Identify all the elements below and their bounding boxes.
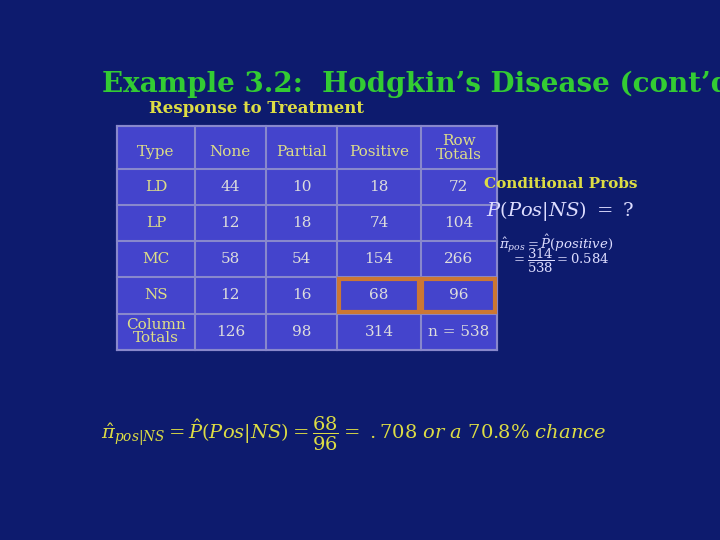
- Text: 16: 16: [292, 288, 311, 302]
- Text: $\hat{\pi}_{pos|NS} = \hat{P}(Pos|NS) = \dfrac{68}{96} = \ .708\ or\ a\ 70.8\%\ : $\hat{\pi}_{pos|NS} = \hat{P}(Pos|NS) = …: [101, 415, 606, 454]
- Text: Column: Column: [126, 319, 186, 333]
- Text: 314: 314: [364, 325, 394, 339]
- Text: Conditional Probs: Conditional Probs: [484, 177, 637, 191]
- Text: 10: 10: [292, 180, 311, 194]
- Text: n = 538: n = 538: [428, 325, 490, 339]
- Text: Type: Type: [137, 145, 175, 159]
- Text: $P(Pos|NS)\ =\ ?$: $P(Pos|NS)\ =\ ?$: [486, 199, 634, 223]
- Text: 126: 126: [216, 325, 245, 339]
- Bar: [423, 279, 495, 312]
- Text: 154: 154: [364, 252, 394, 266]
- Text: 54: 54: [292, 252, 311, 266]
- Text: $\hat{\pi}_{pos} = \hat{P}(positive)$: $\hat{\pi}_{pos} = \hat{P}(positive)$: [500, 232, 613, 254]
- Bar: [339, 279, 419, 312]
- Text: Partial: Partial: [276, 145, 327, 159]
- Text: MC: MC: [143, 252, 169, 266]
- Text: Example 3.2:  Hodgkin’s Disease (cont’d): Example 3.2: Hodgkin’s Disease (cont’d): [102, 70, 720, 98]
- Text: 12: 12: [220, 216, 240, 230]
- Text: Response to Treatment: Response to Treatment: [149, 100, 364, 117]
- Text: 74: 74: [369, 216, 389, 230]
- Text: 266: 266: [444, 252, 474, 266]
- Text: None: None: [210, 145, 251, 159]
- Text: 44: 44: [220, 180, 240, 194]
- Text: $= \dfrac{314}{538} = 0.584$: $= \dfrac{314}{538} = 0.584$: [511, 247, 610, 275]
- Text: Totals: Totals: [436, 147, 482, 161]
- Text: 18: 18: [369, 180, 389, 194]
- Text: 12: 12: [220, 288, 240, 302]
- Text: 68: 68: [369, 288, 389, 302]
- Text: 72: 72: [449, 180, 469, 194]
- Text: 96: 96: [449, 288, 469, 302]
- Text: NS: NS: [144, 288, 168, 302]
- Text: Totals: Totals: [133, 331, 179, 345]
- Text: 58: 58: [220, 252, 240, 266]
- Text: LD: LD: [145, 180, 167, 194]
- Text: LP: LP: [145, 216, 166, 230]
- Text: Positive: Positive: [349, 145, 409, 159]
- Bar: [117, 126, 497, 350]
- Text: Row: Row: [442, 133, 476, 147]
- Text: 18: 18: [292, 216, 311, 230]
- Text: 104: 104: [444, 216, 474, 230]
- Text: 98: 98: [292, 325, 311, 339]
